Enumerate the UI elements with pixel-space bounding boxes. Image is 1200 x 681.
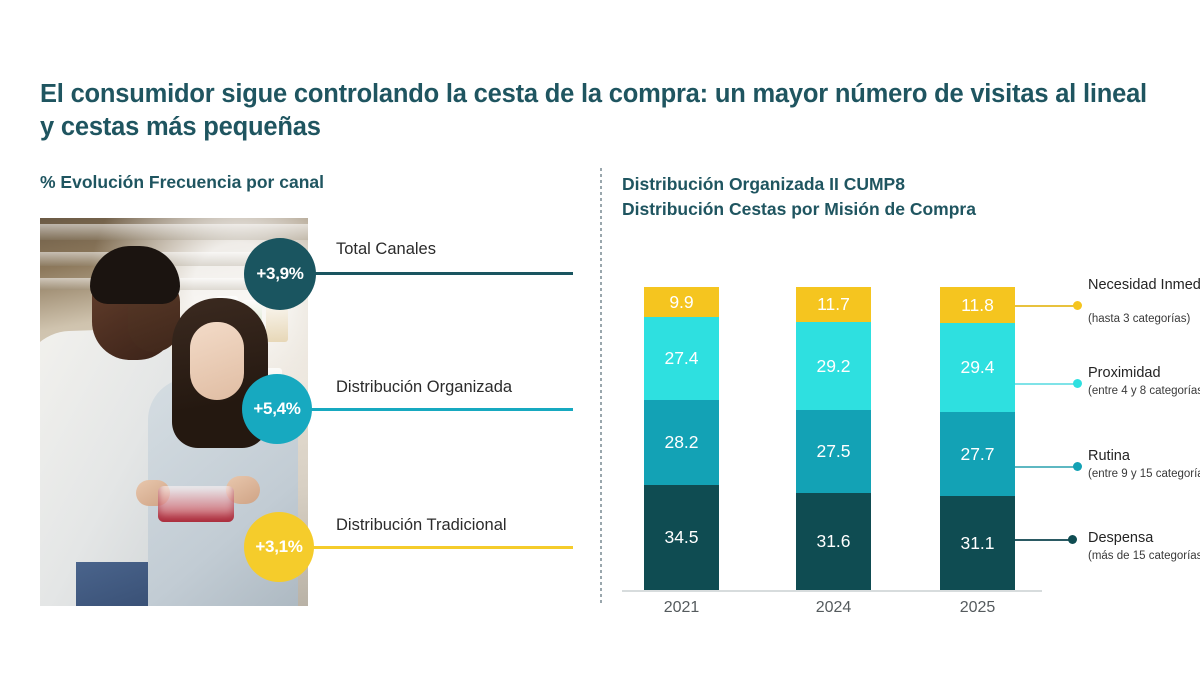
bar-2025[interactable]: 11.8 29.4 27.7 31.1 — [940, 287, 1015, 590]
left-panel-heading: % Evolución Frecuencia por canal — [40, 172, 324, 192]
legend-dot-necesidad — [1073, 301, 1082, 310]
stacked-bar-chart: 9.9 27.4 28.2 34.5 2021 11.7 29.2 27.5 3… — [600, 255, 1200, 616]
callout-label-distribucion-tradicional: Distribución Tradicional — [336, 516, 507, 534]
bar-2021-seg-despensa: 34.5 — [644, 485, 719, 590]
chart-title-line2: Distribución Cestas por Misión de Compra — [622, 198, 976, 219]
bar-2025-seg-rutina: 27.7 — [940, 412, 1015, 496]
x-axis-label-2024: 2024 — [815, 599, 852, 616]
x-axis-label-2021: 2021 — [663, 599, 700, 616]
bar-2024-seg-necesidad: 11.7 — [796, 287, 871, 322]
callout-line-distribucion-tradicional — [310, 546, 573, 549]
legend-sub-necesidad: (hasta 3 categorías) — [1088, 313, 1191, 325]
page-title: El consumidor sigue controlando la cesta… — [40, 80, 1147, 142]
legend-line-despensa — [1015, 539, 1071, 541]
callout-badge-distribucion-organizada: +5,4% — [242, 374, 312, 444]
bar-2024-seg-proximidad: 29.2 — [796, 322, 871, 410]
legend-line-necesidad — [1015, 305, 1077, 307]
bar-2021-seg-proximidad: 27.4 — [644, 317, 719, 400]
bar-2025-seg-despensa: 31.1 — [940, 496, 1015, 590]
bar-2025-seg-necesidad: 11.8 — [940, 287, 1015, 323]
shelf-decor — [40, 224, 308, 240]
legend-name-proximidad: Proximidad — [1088, 365, 1161, 381]
legend-dot-despensa — [1068, 535, 1077, 544]
bar-2021-seg-rutina: 28.2 — [644, 400, 719, 485]
callout-label-total-canales: Total Canales — [336, 240, 436, 258]
person-man-hair — [90, 246, 180, 304]
legend-name-despensa: Despensa — [1088, 530, 1154, 546]
person-woman-face — [190, 322, 244, 400]
callout-label-distribucion-organizada: Distribución Organizada — [336, 378, 513, 396]
berries-punnet — [158, 486, 234, 522]
bar-2024-seg-despensa: 31.6 — [796, 493, 871, 590]
callout-line-distribucion-organizada — [310, 408, 573, 411]
legend-sub-proximidad: (entre 4 y 8 categorías) — [1088, 385, 1200, 397]
callout-badge-distribucion-tradicional: +3,1% — [244, 512, 314, 582]
legend-dot-proximidad — [1073, 379, 1082, 388]
legend-name-necesidad: Necesidad Inmediata — [1088, 277, 1200, 293]
legend-sub-despensa: (más de 15 categorías) — [1088, 550, 1200, 562]
x-axis-label-2025: 2025 — [959, 599, 996, 616]
legend-name-rutina: Rutina — [1088, 448, 1130, 464]
vertical-dotted-divider — [600, 168, 602, 605]
chart-title: Distribución Organizada II CUMP8 Distrib… — [622, 172, 976, 222]
bar-2021-seg-necesidad: 9.9 — [644, 287, 719, 317]
legend-line-rutina — [1015, 466, 1077, 468]
legend-sub-rutina: (entre 9 y 15 categorías) — [1088, 468, 1200, 480]
chart-baseline — [622, 590, 1042, 592]
bar-2025-seg-proximidad: 29.4 — [940, 323, 1015, 412]
bar-2024-seg-rutina: 27.5 — [796, 410, 871, 493]
chart-title-line1: Distribución Organizada II CUMP8 — [622, 174, 905, 194]
bar-2024[interactable]: 11.7 29.2 27.5 31.6 — [796, 287, 871, 590]
legend-line-proximidad — [1015, 383, 1077, 385]
bar-2021[interactable]: 9.9 27.4 28.2 34.5 — [644, 287, 719, 590]
legend-dot-rutina — [1073, 462, 1082, 471]
callout-badge-total-canales: +3,9% — [244, 238, 316, 310]
callout-line-total-canales — [310, 272, 573, 275]
